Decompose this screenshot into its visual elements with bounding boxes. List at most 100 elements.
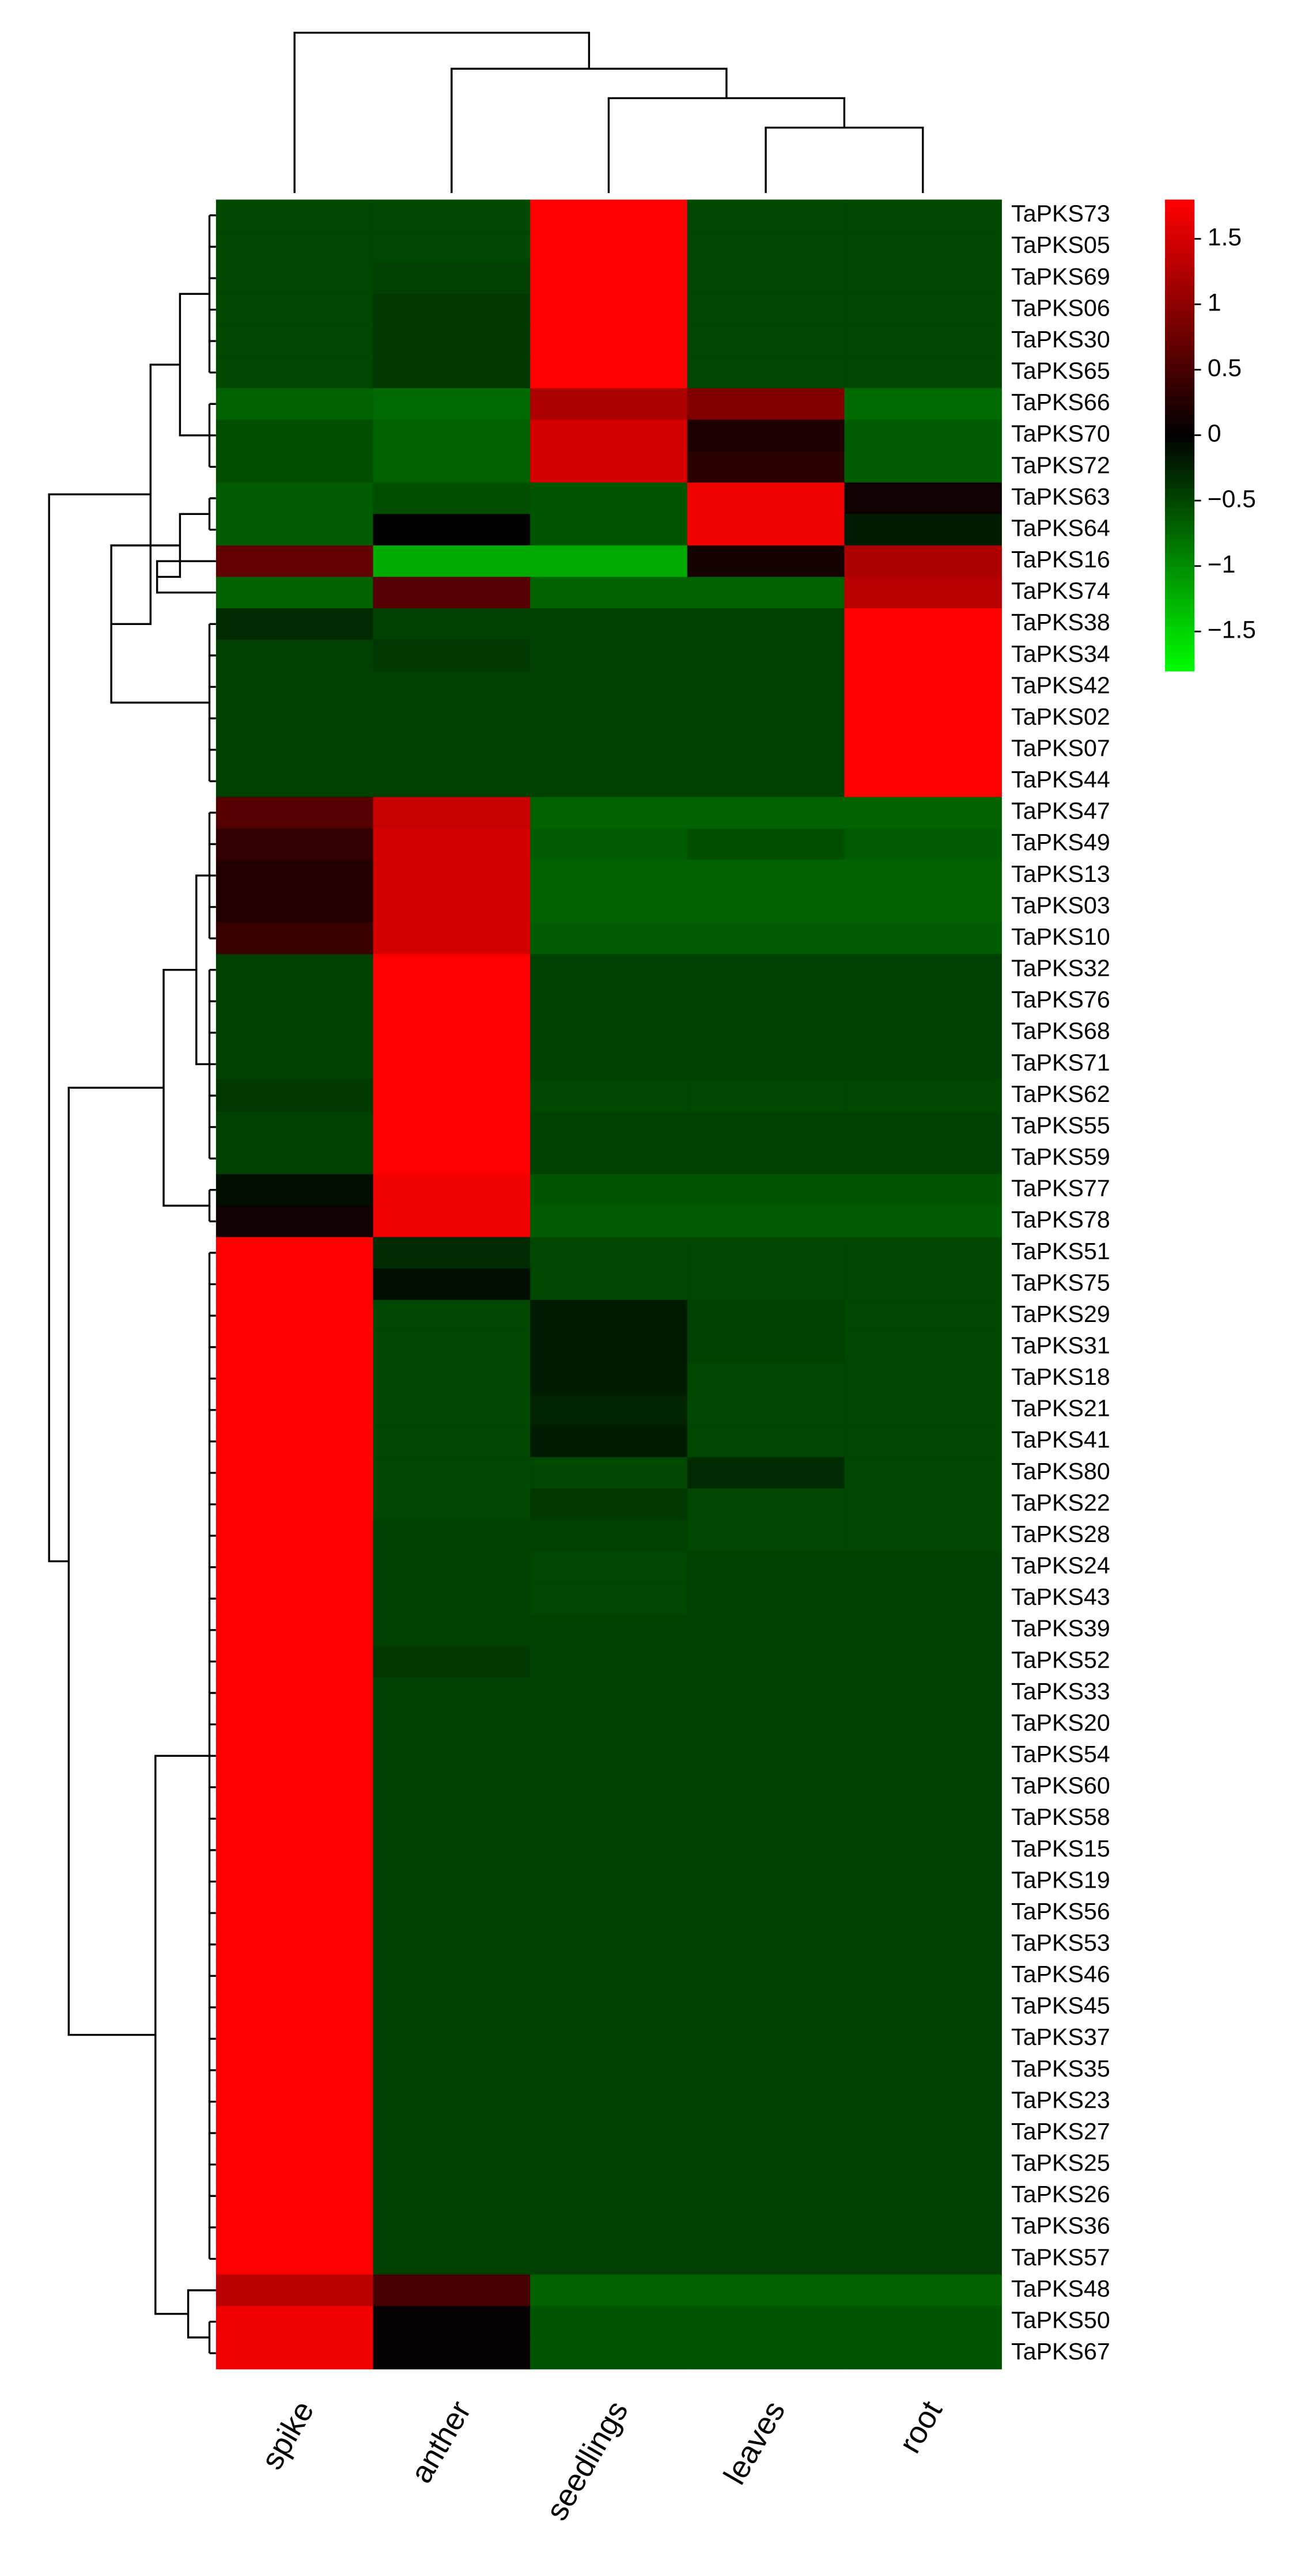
heatmap-cell [687, 1300, 845, 1332]
heatmap-cell [373, 1111, 531, 1143]
heatmap-cell [215, 1897, 374, 1930]
colorbar-segment [1165, 245, 1195, 253]
row-label: TaPKS03 [1011, 892, 1110, 918]
heatmap-cell [530, 1362, 688, 1395]
column-label: anther [404, 2395, 478, 2489]
row-label: TaPKS63 [1011, 483, 1110, 510]
colorbar-segment [1165, 448, 1195, 456]
heatmap-cell [215, 1426, 374, 1458]
dendrogram-branch [293, 32, 591, 194]
heatmap-cell [530, 639, 688, 672]
row-label: TaPKS53 [1011, 1930, 1110, 1956]
colorbar-tick-label: 1.5 [1208, 223, 1242, 251]
heatmap-cell [844, 1237, 1002, 1270]
column-label: leaves [717, 2395, 792, 2490]
colorbar-segment [1165, 238, 1195, 247]
colorbar-segment [1165, 278, 1195, 286]
heatmap-cell [215, 1048, 374, 1081]
heatmap-cell [530, 1300, 688, 1332]
heatmap-cell [844, 1582, 1002, 1615]
heatmap-cell [687, 608, 845, 641]
heatmap-cell [215, 577, 374, 609]
heatmap-cell [844, 1048, 1002, 1081]
heatmap-cell [530, 1866, 688, 1898]
heatmap-cell [687, 859, 845, 892]
heatmap-cell [530, 1520, 688, 1552]
row-label: TaPKS20 [1011, 1709, 1110, 1736]
heatmap-cell [215, 765, 374, 798]
heatmap-cell [687, 1897, 845, 1930]
heatmap-cell [373, 828, 531, 861]
heatmap-cell [373, 1300, 531, 1332]
heatmap-cell [373, 1646, 531, 1678]
heatmap-cell [530, 1174, 688, 1206]
heatmap-cell [530, 1803, 688, 1835]
heatmap-cell [844, 262, 1002, 295]
heatmap-cell [844, 1740, 1002, 1772]
heatmap-cell [687, 1866, 845, 1898]
heatmap-cell [530, 1079, 688, 1112]
row-label: TaPKS56 [1011, 1898, 1110, 1925]
heatmap-cell [530, 1111, 688, 1143]
heatmap-cell [844, 1206, 1002, 1238]
heatmap-cell [530, 985, 688, 1018]
row-label: TaPKS49 [1011, 829, 1110, 855]
heatmap-cell [844, 451, 1002, 483]
colorbar-segment [1165, 573, 1195, 580]
heatmap-cell [215, 1142, 374, 1175]
heatmap-cell [373, 2337, 531, 2370]
dendrogram-branch [208, 1252, 216, 2260]
heatmap-cell [215, 357, 374, 389]
heatmap-cell [373, 1206, 531, 1238]
heatmap-cell [373, 2211, 531, 2244]
row-label: TaPKS76 [1011, 986, 1110, 1013]
colorbar-segment [1165, 206, 1195, 214]
heatmap-cell [373, 2180, 531, 2213]
heatmap-cell [844, 922, 1002, 955]
heatmap-cell [530, 859, 688, 892]
heatmap-cell [687, 1237, 845, 1270]
heatmap-cell [215, 1079, 374, 1112]
row-label: TaPKS52 [1011, 1646, 1110, 1673]
heatmap-cell [844, 325, 1002, 358]
heatmap-cell [687, 2086, 845, 2118]
row-label: TaPKS27 [1011, 2118, 1110, 2145]
heatmap-cell [687, 577, 845, 609]
colorbar-segment [1165, 592, 1195, 600]
heatmap-cell [215, 1677, 374, 1710]
row-label: TaPKS21 [1011, 1395, 1110, 1422]
heatmap-cell [373, 262, 531, 295]
heatmap-cell [215, 388, 374, 421]
colorbar-segment [1165, 429, 1195, 436]
colorbar-segment [1165, 566, 1195, 574]
heatmap-cell [844, 797, 1002, 829]
heatmap-cell [215, 545, 374, 578]
heatmap-cell [530, 262, 688, 295]
heatmap-cell [687, 231, 845, 263]
row-label: TaPKS05 [1011, 232, 1110, 258]
heatmap-cell [530, 765, 688, 798]
heatmap-cell [215, 702, 374, 735]
heatmap-cell [687, 1111, 845, 1143]
heatmap-cell [530, 231, 688, 263]
colorbar-segment [1165, 487, 1195, 495]
heatmap-cell [373, 1362, 531, 1395]
heatmap-cell [373, 797, 531, 829]
dendrogram-branch [195, 874, 210, 1066]
row-label: TaPKS41 [1011, 1426, 1110, 1453]
heatmap-cell [215, 2117, 374, 2150]
heatmap-cell [844, 1142, 1002, 1175]
colorbar-segment [1165, 324, 1195, 331]
colorbar-segment [1165, 579, 1195, 586]
row-label: TaPKS71 [1011, 1049, 1110, 1075]
heatmap-cell [530, 2023, 688, 2055]
row-label: TaPKS72 [1011, 452, 1110, 478]
heatmap-cell [530, 1426, 688, 1458]
heatmap-cell [215, 891, 374, 923]
heatmap-cell [844, 828, 1002, 861]
heatmap-cell [844, 545, 1002, 578]
heatmap-cell [687, 797, 845, 829]
dendrogram-branch [208, 968, 216, 1160]
heatmap-cell [687, 828, 845, 861]
